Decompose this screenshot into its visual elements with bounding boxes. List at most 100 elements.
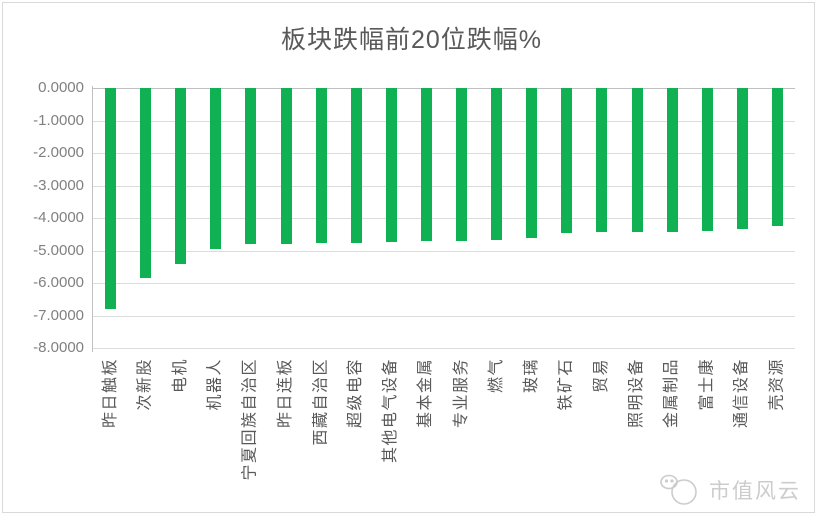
bar xyxy=(105,88,117,309)
y-tick-label: -4.0000 xyxy=(33,209,84,226)
bar xyxy=(596,88,608,233)
gridline xyxy=(93,153,795,154)
y-tick-label: -5.0000 xyxy=(33,241,84,259)
category-label: 铁矿石 xyxy=(557,358,575,411)
y-tick-label: -7.0000 xyxy=(33,306,84,324)
y-tick-label: -1.0000 xyxy=(33,111,84,129)
bar xyxy=(350,88,362,243)
category-label: 燃气 xyxy=(487,358,505,394)
plot-area xyxy=(93,88,795,349)
bar xyxy=(666,88,678,232)
x-axis-cell: 贸易 xyxy=(584,352,619,497)
gridline xyxy=(93,218,795,219)
x-axis-cell: 电机 xyxy=(163,352,198,497)
x-axis-cell: 西藏自治区 xyxy=(304,352,339,497)
bar-column xyxy=(128,88,163,348)
category-label: 机器人 xyxy=(206,358,224,411)
x-axis-cell: 玻璃 xyxy=(514,352,549,497)
gridline xyxy=(93,250,795,252)
category-label: 照明设备 xyxy=(628,358,646,429)
bar xyxy=(491,88,503,241)
category-label: 贸易 xyxy=(592,358,610,394)
category-label: 昨日触板 xyxy=(101,358,119,429)
category-label: 通信设备 xyxy=(733,358,751,429)
bar-column xyxy=(725,88,760,348)
category-label: 超级电容 xyxy=(347,358,365,429)
bar xyxy=(315,88,327,244)
bar xyxy=(420,88,432,242)
x-axis-cell: 燃气 xyxy=(479,352,514,497)
category-label: 专业服务 xyxy=(452,358,470,429)
x-axis-cell: 次新股 xyxy=(128,352,163,497)
x-axis-cell: 宁夏回族自治区 xyxy=(233,352,268,497)
x-axis-cell: 昨日触板 xyxy=(93,352,128,497)
panda-cloud-logo-icon xyxy=(660,474,697,505)
bar xyxy=(701,88,713,231)
bar-column xyxy=(584,88,619,348)
bar xyxy=(631,88,643,233)
bar xyxy=(561,88,573,233)
bar xyxy=(210,88,222,250)
bar-column xyxy=(269,88,304,348)
y-tick-label: 0.0000 xyxy=(38,79,84,96)
category-label: 其他电气设备 xyxy=(382,358,400,464)
bar-column xyxy=(655,88,690,348)
bar-column xyxy=(339,88,374,348)
bar-column xyxy=(409,88,444,348)
x-axis-cell: 昨日连板 xyxy=(269,352,304,497)
y-tick-label: -2.0000 xyxy=(33,144,84,161)
category-label: 宁夏回族自治区 xyxy=(241,358,259,481)
x-axis-cell: 专业服务 xyxy=(444,352,479,497)
x-axis-cell: 铁矿石 xyxy=(549,352,584,497)
x-axis-cell: 照明设备 xyxy=(620,352,655,497)
bar xyxy=(175,88,187,264)
bar-column xyxy=(374,88,409,348)
chart-frame xyxy=(2,2,815,513)
bar xyxy=(736,88,748,230)
y-tick-label: -6.0000 xyxy=(33,274,84,291)
bar xyxy=(140,88,152,279)
gridline xyxy=(93,283,795,284)
x-axis-cell: 基本金属 xyxy=(409,352,444,497)
bar xyxy=(245,88,257,244)
bar-column xyxy=(198,88,233,348)
gridline xyxy=(93,185,795,187)
bar xyxy=(280,88,292,244)
bar-column xyxy=(93,88,128,348)
bar xyxy=(456,88,468,242)
bar-column xyxy=(514,88,549,348)
x-axis-cell: 超级电容 xyxy=(339,352,374,497)
bar xyxy=(385,88,397,243)
bar-column xyxy=(233,88,268,348)
category-label: 玻璃 xyxy=(522,358,540,394)
category-label: 基本金属 xyxy=(417,358,435,429)
bar-column xyxy=(304,88,339,348)
x-axis-cell: 机器人 xyxy=(198,352,233,497)
bar xyxy=(771,88,783,227)
gridline xyxy=(93,348,795,349)
bar xyxy=(526,88,538,238)
bar-column xyxy=(690,88,725,348)
watermark-text: 市值风云 xyxy=(709,480,801,503)
watermark: 市值风云 xyxy=(658,473,801,507)
category-label: 次新股 xyxy=(136,358,154,411)
chart-title: 板块跌幅前20位跌幅% xyxy=(280,26,543,54)
bar-column xyxy=(760,88,795,348)
y-axis-line xyxy=(92,86,93,352)
bar-column xyxy=(620,88,655,348)
category-label: 昨日连板 xyxy=(277,358,295,429)
gridline xyxy=(93,315,795,317)
bar-column xyxy=(444,88,479,348)
category-label: 金属制品 xyxy=(663,358,681,429)
bar-column xyxy=(479,88,514,348)
x-axis-cell: 其他电气设备 xyxy=(374,352,409,497)
category-label: 富士康 xyxy=(698,358,716,411)
y-tick-label: -3.0000 xyxy=(33,176,84,194)
category-label: 电机 xyxy=(171,358,189,394)
category-label: 西藏自治区 xyxy=(312,358,330,446)
bar-column xyxy=(163,88,198,348)
y-tick-label: -8.0000 xyxy=(33,339,84,356)
gridline xyxy=(93,120,795,122)
bar-column xyxy=(549,88,584,348)
